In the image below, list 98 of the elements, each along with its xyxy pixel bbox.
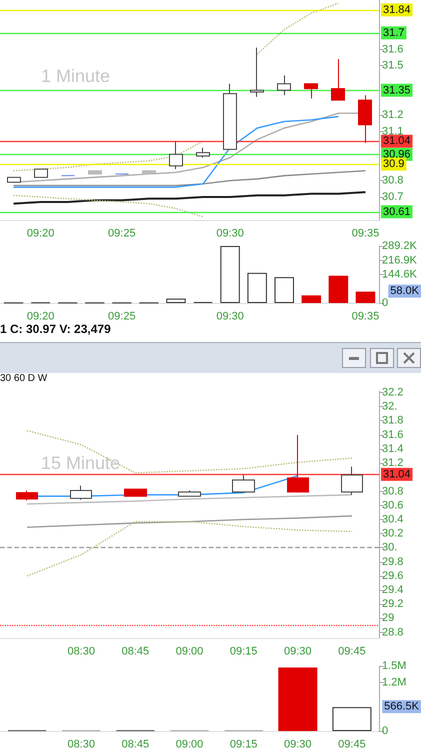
line-series — [12, 170, 366, 186]
ref-line-label: 31.04 — [383, 135, 411, 148]
candlestick — [88, 170, 102, 175]
x-tick-label: 08:45 — [122, 646, 150, 658]
x-tick-label: 08:30 — [67, 646, 95, 658]
line-series — [26, 430, 353, 474]
bar — [166, 298, 186, 303]
y-tick-label: 0 — [382, 725, 388, 737]
bar — [328, 276, 348, 303]
y-tick-label: 30.4 — [382, 513, 404, 526]
text: 58.0K — [390, 285, 420, 298]
y-tick-label: 29 — [382, 612, 394, 624]
y-tick-label: 31.6 — [382, 43, 404, 56]
ref-line-label: 31.04 — [383, 468, 411, 480]
x-tick-label: 09:15 — [230, 738, 258, 750]
candlestick — [196, 147, 210, 158]
x-tick-label: 09:20 — [26, 310, 54, 322]
y-tick-label: 31.4 — [382, 442, 404, 455]
x-tick-label: 09:25 — [108, 310, 136, 322]
candlestick — [232, 474, 255, 492]
text: 1 C: 30.97 V: 23,479 — [0, 322, 111, 336]
ref-line-label: 31.84 — [383, 4, 411, 16]
x-tick-label: 09:30 — [216, 310, 244, 322]
y-tick-label: 30.6 — [382, 499, 404, 512]
y-tick-label: 216.9K — [382, 254, 418, 266]
y-tick-label: 31.8 — [382, 414, 404, 427]
y-tick-label: 30.8 — [382, 174, 404, 187]
candlestick — [7, 176, 21, 183]
x-tick-label: 08:30 — [67, 738, 95, 750]
bar — [302, 295, 322, 303]
bar — [274, 277, 294, 303]
y-tick-label: 32.2 — [382, 386, 404, 398]
y-tick-label: 289.2K — [382, 240, 418, 252]
y-tick-label: 30.8 — [382, 485, 404, 498]
y-tick-label: 29.4 — [382, 584, 404, 596]
ref-line-label: 31.7 — [383, 26, 404, 39]
candlestick — [178, 490, 201, 497]
candlestick — [70, 485, 92, 500]
candlestick — [34, 168, 48, 178]
y-tick-label: 31.6 — [382, 428, 404, 441]
line-series — [12, 116, 340, 188]
y-tick-label: 29.2 — [382, 598, 404, 610]
bar — [356, 292, 376, 303]
candlestick — [223, 83, 237, 150]
text: 30 60 D W — [0, 373, 48, 384]
y-tick-label: 1.2M — [382, 676, 406, 688]
bar — [278, 667, 318, 731]
text: 566.5K — [384, 700, 420, 713]
candlestick — [16, 490, 38, 501]
x-tick-label: 09:20 — [26, 228, 54, 240]
bar — [332, 707, 372, 731]
x-tick-label: 09:35 — [352, 310, 380, 322]
ref-line-label: 30.61 — [383, 206, 411, 218]
y-tick-label: 31.5 — [382, 60, 404, 72]
y-tick-label: 31.2 — [382, 108, 404, 121]
y-tick-label: 31.2 — [382, 457, 404, 470]
y-tick-label: 28.8 — [382, 626, 404, 638]
candlestick — [287, 434, 309, 494]
candlestick — [169, 140, 183, 170]
ref-line-label: 30.9 — [383, 158, 404, 170]
x-tick-label: 09:00 — [176, 738, 204, 750]
y-tick-label: 0 — [382, 297, 388, 309]
bar — [220, 246, 240, 303]
x-tick-label: 09:30 — [284, 738, 312, 750]
candlestick — [250, 47, 264, 98]
bar — [247, 272, 267, 303]
line-series — [12, 191, 366, 205]
line-series — [26, 520, 353, 577]
ref-line-label: 30.96 — [383, 148, 411, 160]
y-tick-label: 144.6K — [382, 268, 418, 280]
y-tick-label: 29.8 — [382, 556, 404, 568]
x-tick-label: 09:45 — [338, 646, 366, 658]
candlestick — [358, 94, 372, 144]
line-series — [26, 515, 353, 528]
x-tick-label: 08:45 — [122, 738, 150, 750]
y-tick-label: 32. — [382, 400, 398, 413]
x-tick-label: 09:00 — [176, 646, 204, 658]
candlestick — [277, 75, 291, 96]
x-tick-label: 09:30 — [284, 646, 312, 658]
y-tick-label: 30. — [382, 542, 398, 554]
y-tick-label: 30.7 — [382, 191, 404, 204]
y-tick-label: 1.5M — [382, 660, 406, 672]
line-series — [12, 194, 204, 218]
candlestick — [124, 488, 147, 497]
line-series — [26, 494, 353, 505]
x-tick-label: 09:35 — [352, 228, 380, 240]
candlestick — [142, 170, 156, 175]
y-tick-label: 31.1 — [382, 125, 404, 138]
candlestick — [304, 83, 318, 100]
candlestick — [331, 58, 345, 101]
x-tick-label: 09:15 — [230, 646, 258, 658]
x-tick-label: 09:30 — [216, 228, 244, 240]
y-tick-label: 29.6 — [382, 570, 404, 582]
candlestick — [341, 466, 363, 496]
ref-line-label: 31.35 — [383, 84, 411, 96]
x-tick-label: 09:25 — [108, 228, 136, 240]
x-tick-label: 09:45 — [338, 738, 366, 750]
y-tick-label: 30.2 — [382, 528, 404, 540]
